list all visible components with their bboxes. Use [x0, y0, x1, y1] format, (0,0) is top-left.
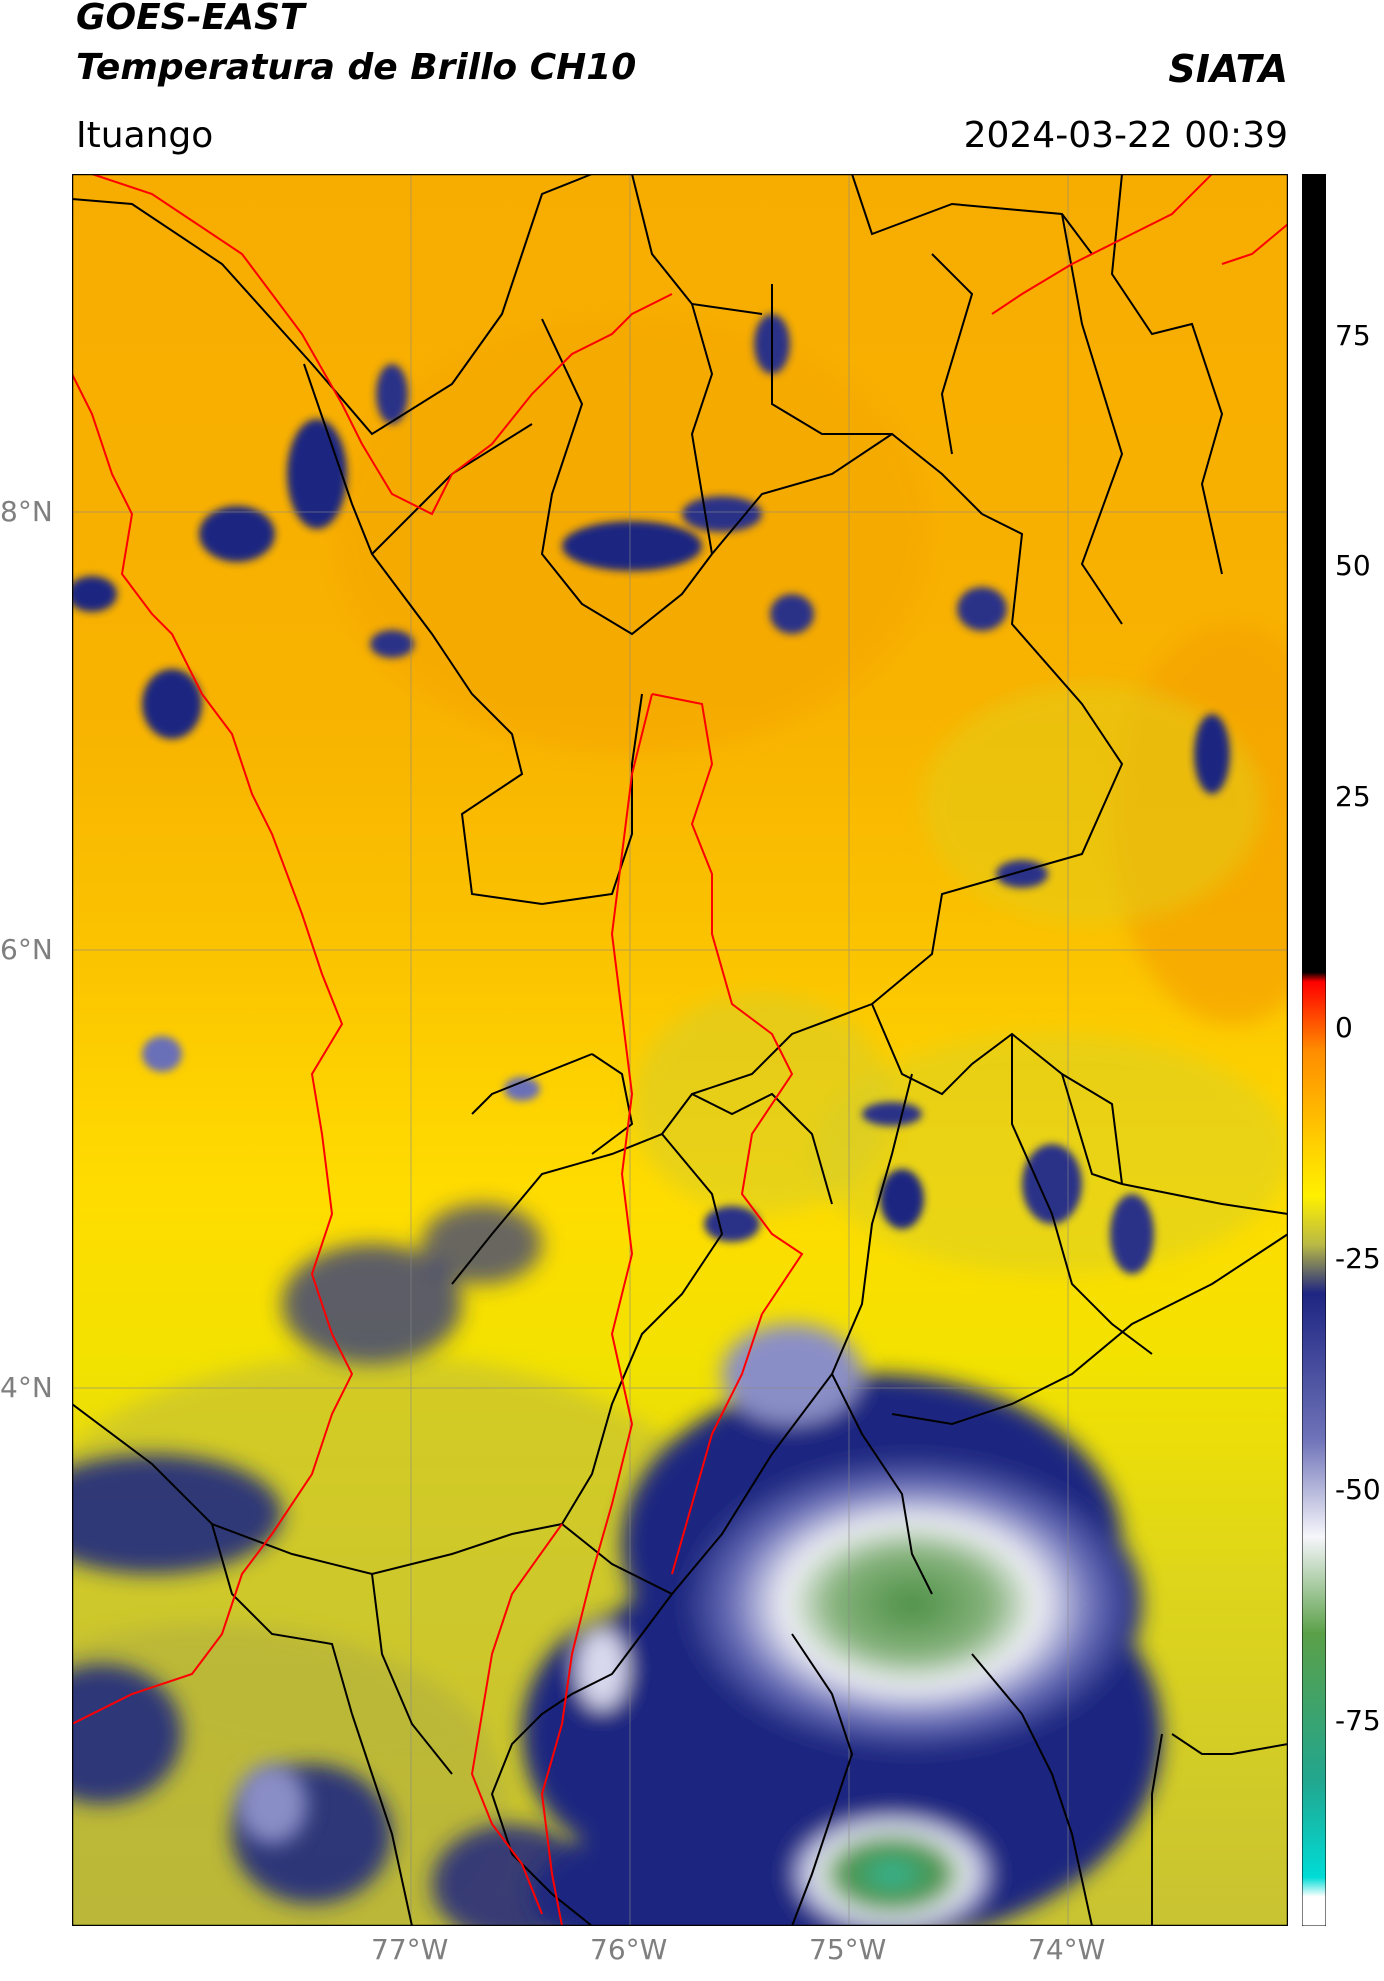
title-line1: GOES-EAST	[76, 0, 305, 38]
colorbar-tick-25: 25	[1335, 780, 1371, 813]
colorbar-tick-50: 50	[1335, 549, 1371, 582]
satellite-map	[72, 174, 1288, 1926]
graticule	[72, 174, 1288, 1926]
colorbar-tick-75: 75	[1335, 319, 1371, 352]
location-label: Ituango	[76, 115, 214, 156]
coastline	[72, 174, 1288, 1926]
lon-label-75w: 75°W	[809, 1933, 887, 1966]
colorbar-tick-neg50: -50	[1335, 1473, 1381, 1506]
colorbar	[1302, 174, 1326, 1926]
colorbar-tick-0: 0	[1335, 1011, 1353, 1044]
lon-label-76w: 76°W	[590, 1933, 668, 1966]
organization-label: SIATA	[1168, 47, 1288, 91]
title-line2: Temperatura de Brillo CH10	[76, 47, 637, 88]
lat-label-4n: 4°N	[0, 1371, 53, 1404]
datetime-label: 2024-03-22 00:39	[963, 115, 1288, 156]
admin-borders	[72, 174, 1288, 1926]
colorbar-tick-neg25: -25	[1335, 1242, 1381, 1275]
lon-label-77w: 77°W	[371, 1933, 449, 1966]
lat-label-6n: 6°N	[0, 933, 53, 966]
lat-label-8n: 8°N	[0, 495, 53, 528]
lon-label-74w: 74°W	[1028, 1933, 1106, 1966]
colorbar-tick-neg75: -75	[1335, 1704, 1381, 1737]
